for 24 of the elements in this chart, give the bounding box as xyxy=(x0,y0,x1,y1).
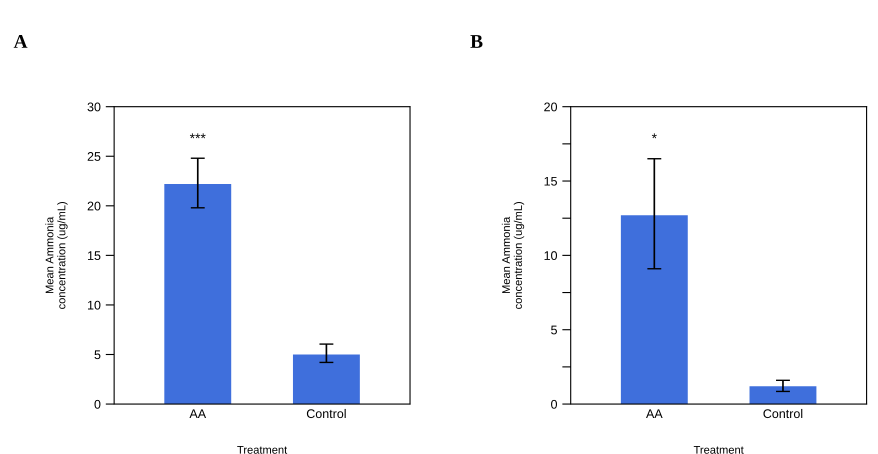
y-tick-label: 20 xyxy=(88,202,100,210)
y-tick-label: 0 xyxy=(94,400,100,409)
y-tick-label: 15 xyxy=(544,176,557,186)
x-tick-label: AA xyxy=(189,409,206,418)
annotation: *** xyxy=(190,133,206,138)
y-tick-label: 0 xyxy=(551,400,558,409)
chart-title: A xyxy=(14,34,28,48)
y-tick-label: 10 xyxy=(544,251,558,260)
x-tick-label: AA xyxy=(646,409,663,418)
y-axis-title: Mean Ammonia concentration (ug/mL) xyxy=(45,202,68,309)
x-axis-title: Treatment xyxy=(237,446,288,454)
y-tick-label: 10 xyxy=(88,300,100,310)
chart-title: B xyxy=(470,35,483,48)
x-tick-label: Control xyxy=(763,408,802,418)
y-tick-label: 20 xyxy=(544,102,558,112)
y-tick-label: 30 xyxy=(88,102,100,112)
annotation: * xyxy=(652,133,657,138)
y-tick-label: 5 xyxy=(551,326,557,334)
y-tick-label: 15 xyxy=(88,251,100,260)
y-axis-title: Mean Ammonia concentration (ug/mL) xyxy=(502,202,524,309)
y-tick-label: 25 xyxy=(88,152,100,161)
y-tick-label: 5 xyxy=(94,350,100,360)
x-tick-label: Control xyxy=(306,408,346,418)
x-axis-title: Treatment xyxy=(694,446,744,454)
